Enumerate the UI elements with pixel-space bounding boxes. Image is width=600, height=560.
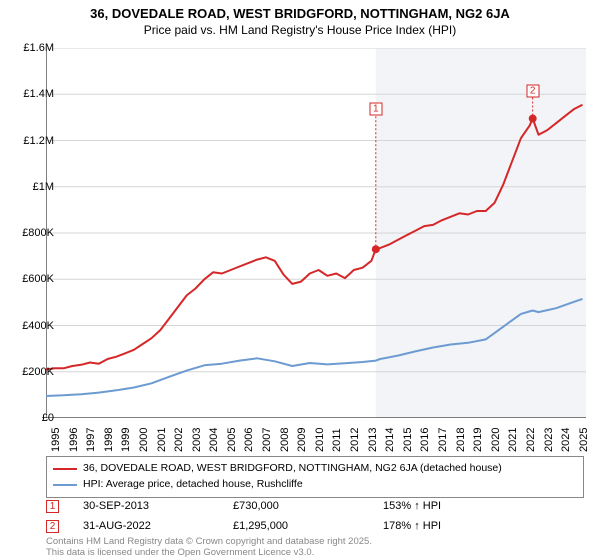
chart-title: 36, DOVEDALE ROAD, WEST BRIDGFORD, NOTTI… [0,0,600,23]
y-tick-label: £1M [33,181,54,193]
x-tick-label: 2002 [173,428,185,452]
x-tick-label: 2012 [349,428,361,452]
x-tick-label: 2014 [384,428,396,452]
legend-swatch [53,468,77,470]
y-tick-label: £1.4M [23,88,54,100]
x-tick-label: 2001 [156,428,168,452]
x-tick-label: 2003 [191,428,203,452]
sales-table: 1 30-SEP-2013£730,000153% ↑ HPI 2 31-AUG-20… [46,496,584,536]
legend-item: HPI: Average price, detached house, Rush… [53,477,577,493]
y-tick-label: £1.2M [23,135,54,147]
x-tick-label: 2009 [296,428,308,452]
y-tick-label: £0 [42,412,54,424]
footer-line2: This data is licensed under the Open Gov… [46,547,372,558]
sale-pct: 153% ↑ HPI [383,500,533,512]
x-tick-label: 2025 [578,428,590,452]
footer-attribution: Contains HM Land Registry data © Crown c… [46,536,372,559]
x-tick-label: 1995 [50,428,62,452]
x-tick-label: 2020 [490,428,502,452]
legend-swatch [53,484,77,486]
x-tick-label: 2021 [507,428,519,452]
x-tick-label: 2024 [560,428,572,452]
chart-marker-badge: 2 [526,84,539,97]
x-tick-label: 2019 [472,428,484,452]
sale-price: £730,000 [233,500,383,512]
x-tick-label: 1998 [103,428,115,452]
sale-marker-badge: 1 [46,500,59,513]
chart-subtitle: Price paid vs. HM Land Registry's House … [0,23,600,41]
y-tick-label: £1.6M [23,42,54,54]
footer-line1: Contains HM Land Registry data © Crown c… [46,536,372,547]
x-tick-label: 2006 [243,428,255,452]
y-tick-label: £200K [22,366,54,378]
legend-label: 36, DOVEDALE ROAD, WEST BRIDGFORD, NOTTI… [83,461,502,477]
sale-row: 1 30-SEP-2013£730,000153% ↑ HPI [46,496,584,516]
chart-container: 36, DOVEDALE ROAD, WEST BRIDGFORD, NOTTI… [0,0,600,560]
sale-price: £1,295,000 [233,520,383,532]
x-tick-label: 1996 [68,428,80,452]
x-tick-label: 2023 [543,428,555,452]
x-tick-label: 2010 [314,428,326,452]
x-tick-label: 2015 [402,428,414,452]
x-tick-label: 1999 [120,428,132,452]
sale-pct: 178% ↑ HPI [383,520,533,532]
x-tick-label: 2022 [525,428,537,452]
x-tick-label: 2000 [138,428,150,452]
legend: 36, DOVEDALE ROAD, WEST BRIDGFORD, NOTTI… [46,456,584,498]
chart-svg [46,48,586,418]
y-tick-label: £800K [22,227,54,239]
legend-item: 36, DOVEDALE ROAD, WEST BRIDGFORD, NOTTI… [53,461,577,477]
x-tick-label: 1997 [85,428,97,452]
x-tick-label: 2005 [226,428,238,452]
x-tick-label: 2016 [419,428,431,452]
sale-marker-badge: 2 [46,520,59,533]
x-tick-label: 2013 [367,428,379,452]
sale-date: 31-AUG-2022 [83,520,233,532]
x-tick-label: 2011 [331,428,343,452]
chart-marker-badge: 1 [369,103,382,116]
x-tick-label: 2004 [208,428,220,452]
y-tick-label: £400K [22,320,54,332]
x-tick-label: 2007 [261,428,273,452]
x-tick-label: 2017 [437,428,449,452]
sale-date: 30-SEP-2013 [83,500,233,512]
x-tick-label: 2018 [455,428,467,452]
sale-row: 2 31-AUG-2022£1,295,000178% ↑ HPI [46,516,584,536]
legend-label: HPI: Average price, detached house, Rush… [83,477,303,493]
y-tick-label: £600K [22,273,54,285]
chart-plot-area [46,48,586,418]
x-tick-label: 2008 [279,428,291,452]
